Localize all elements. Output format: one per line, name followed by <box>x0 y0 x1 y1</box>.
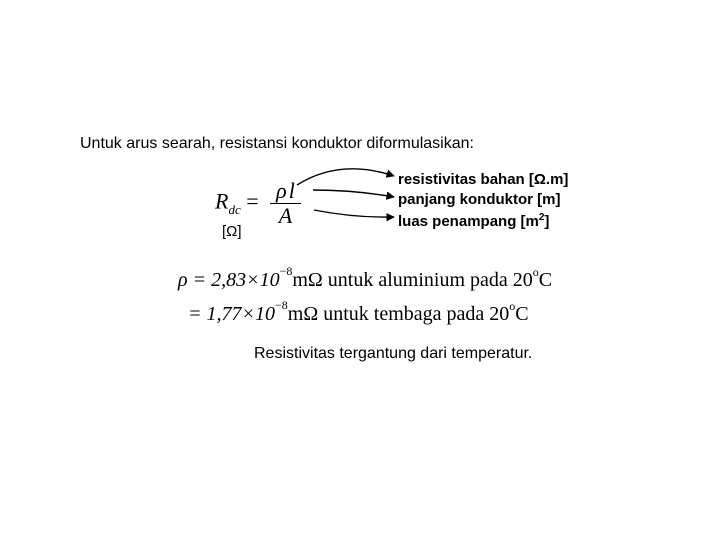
slide-page: Untuk arus searah, resistansi konduktor … <box>0 0 720 540</box>
formula-num-rho: ρ <box>276 178 287 203</box>
rho-row2-deg: o <box>509 299 515 314</box>
rho-row-aluminium: ρ = 2,83×10−8 mΩ untuk aluminium pada 20… <box>178 263 552 297</box>
rho-row2-mid: mΩ untuk tembaga pada 20 <box>288 303 509 326</box>
definitions-block: resistivitas bahan [Ω.m] panjang kondukt… <box>398 170 568 232</box>
formula-fraction: ρlA <box>270 180 301 227</box>
rho-row1-tail: C <box>539 269 552 292</box>
formula-lhs-symbol: R <box>215 189 228 214</box>
def-a: luas penampang [m2] <box>398 211 568 232</box>
def-l: panjang konduktor [m] <box>398 190 568 210</box>
unit-ohm-label: [Ω] <box>222 223 242 240</box>
def-a-suffix: ] <box>544 213 549 230</box>
final-statement: Resistivitas tergantung dari temperatur. <box>254 345 532 363</box>
formula-rdc: Rdc = ρlA <box>215 180 301 227</box>
formula-equals: = <box>241 189 264 214</box>
def-a-prefix: luas penampang [m <box>398 213 539 230</box>
formula-lhs-subscript: dc <box>228 202 240 217</box>
formula-num-l: l <box>289 178 295 203</box>
def-rho: resistivitas bahan [Ω.m] <box>398 170 568 190</box>
formula-den-a: A <box>279 203 292 228</box>
rho-row1-mid: mΩ untuk aluminium pada 20 <box>292 269 532 292</box>
rho-row2-lead: = 1,77×10 <box>178 303 275 326</box>
rho-row2-exp: −8 <box>275 298 288 313</box>
rho-row-tembaga: = 1,77×10−8 mΩ untuk tembaga pada 20o C <box>178 297 552 331</box>
rho-row1-exp: −8 <box>280 264 293 279</box>
intro-text: Untuk arus searah, resistansi konduktor … <box>80 135 474 153</box>
rho-row1-deg: o <box>533 265 539 280</box>
rho-row2-tail: C <box>515 303 528 326</box>
rho-row1-lead: ρ = 2,83×10 <box>178 269 280 292</box>
rho-values-block: ρ = 2,83×10−8 mΩ untuk aluminium pada 20… <box>178 263 552 331</box>
